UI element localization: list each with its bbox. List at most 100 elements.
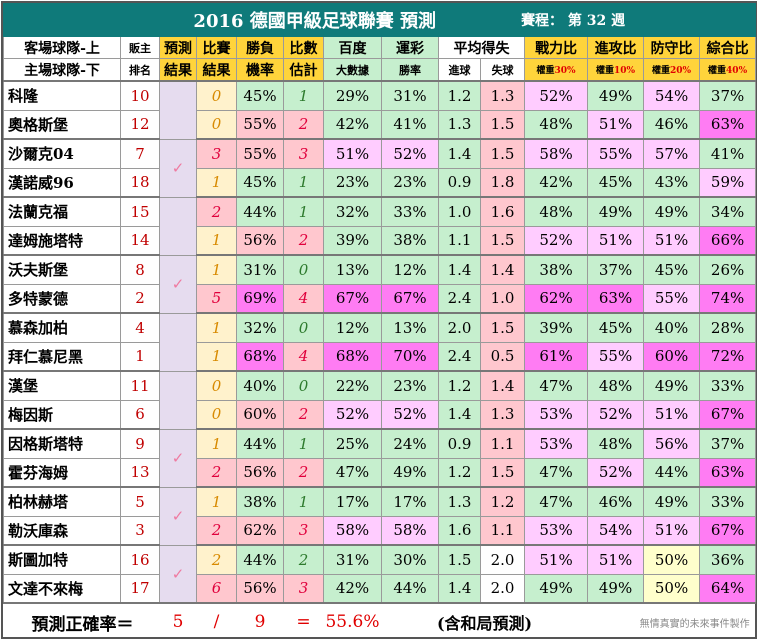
footer-row: 預測正確率＝ 5 / 9 = 55.6% (含和局預測) 無情真實的未來事件製作 (3, 602, 756, 640)
header-lottery-1: 運彩 (381, 36, 439, 59)
match-score: 1 (196, 486, 237, 517)
avg-goals-out: 2.0 (480, 573, 526, 604)
header-lottery-2: 勝率 (381, 58, 439, 82)
accuracy-label: 預測正確率＝ (3, 602, 160, 640)
avg-goals-out: 0.5 (480, 341, 526, 372)
team-rank: 8 (120, 254, 160, 285)
baidu-data: 32% (323, 196, 382, 227)
avg-goals-out: 2.0 (480, 544, 526, 575)
overall-ratio: 33% (699, 370, 757, 401)
combat-ratio: 52% (524, 225, 589, 256)
baidu-data: 42% (323, 109, 382, 140)
goals-estimate: 1 (283, 196, 324, 227)
attack-ratio: 49% (587, 80, 645, 111)
attack-ratio: 51% (587, 544, 645, 575)
header-pred-2: 結果 (159, 58, 197, 82)
team-name: 斯圖加特 (3, 544, 121, 575)
team-rank: 6 (120, 399, 160, 430)
table-row: 斯圖加特 16 ✓ 2 44% 2 31% 30% 1.5 2.0 51% 51% 50% 36% (3, 544, 757, 604)
goals-estimate: 0 (283, 312, 324, 343)
win-probability: 38% (236, 486, 284, 517)
team-name: 漢堡 (3, 370, 121, 401)
lottery-rate: 33% (381, 196, 439, 227)
avg-goals-in: 1.3 (437, 109, 482, 140)
defense-ratio: 46% (643, 109, 701, 140)
attack-ratio: 49% (587, 573, 645, 604)
baidu-data: 22% (323, 370, 382, 401)
table-row: 拜仁慕尼黑 1 1 68% 4 68% 70% 2.4 0.5 61% 55% 60% 72% (3, 341, 757, 372)
avg-goals-in: 1.5 (437, 544, 482, 575)
avg-goals-out: 1.2 (480, 486, 526, 517)
team-rank: 12 (120, 109, 160, 140)
baidu-data: 23% (323, 167, 382, 198)
table-row: 沙爾克04 7 ✓ 3 55% 3 51% 52% 1.4 1.5 58% 55% 57% 41% (3, 138, 757, 198)
check-icon: ✓ (171, 275, 185, 293)
attack-ratio: 52% (587, 399, 645, 430)
accuracy-note: (含和局預測) (381, 602, 588, 640)
team-rank: 1 (120, 341, 160, 372)
team-rank: 4 (120, 312, 160, 343)
baidu-data: 13% (323, 254, 382, 285)
schedule-label: 賽程： 第 32 週 (480, 3, 757, 37)
team-rank: 15 (120, 196, 160, 227)
match-score: 1 (196, 225, 237, 256)
avg-goals-out: 1.8 (480, 167, 526, 198)
combat-ratio: 39% (524, 312, 589, 343)
team-rank: 3 (120, 515, 160, 546)
baidu-data: 68% (323, 341, 382, 372)
team-name: 梅因斯 (3, 399, 121, 430)
attack-ratio: 48% (587, 428, 645, 459)
avg-goals-out: 1.5 (480, 109, 526, 140)
combat-ratio: 61% (524, 341, 589, 372)
match-score: 6 (196, 573, 237, 604)
header-score-2: 結果 (196, 58, 237, 82)
attack-ratio: 46% (587, 486, 645, 517)
team-name: 勒沃庫森 (3, 515, 121, 546)
goals-estimate: 3 (283, 573, 324, 604)
combat-ratio: 47% (524, 457, 589, 488)
header-rank-1: 販主 (120, 36, 160, 59)
overall-ratio: 36% (699, 544, 757, 575)
goals-estimate: 1 (283, 486, 324, 517)
lottery-rate: 52% (381, 138, 439, 169)
accuracy-slash: / (196, 602, 237, 640)
header-team-home: 主場球隊-下 (3, 58, 121, 82)
goals-estimate: 2 (283, 109, 324, 140)
team-name: 達姆施塔特 (3, 225, 121, 256)
overall-ratio: 63% (699, 457, 757, 488)
team-rank: 18 (120, 167, 160, 198)
baidu-data: 25% (323, 428, 382, 459)
defense-ratio: 57% (643, 138, 701, 169)
match-score: 1 (196, 167, 237, 198)
lottery-rate: 23% (381, 370, 439, 401)
table-row: 奧格斯堡 12 0 55% 2 42% 41% 1.3 1.5 48% 51% 46% 63% (3, 109, 757, 140)
goals-estimate: 3 (283, 138, 324, 169)
baidu-data: 52% (323, 399, 382, 430)
team-name: 多特蒙德 (3, 283, 121, 314)
check-icon: ✓ (171, 159, 185, 177)
goals-estimate: 0 (283, 370, 324, 401)
lottery-rate: 52% (381, 399, 439, 430)
header-win-2: 機率 (236, 58, 284, 82)
team-name: 慕森加柏 (3, 312, 121, 343)
prediction-result: ✓ (159, 544, 197, 604)
goals-estimate: 1 (283, 167, 324, 198)
lottery-rate: 67% (381, 283, 439, 314)
avg-goals-in: 2.4 (437, 341, 482, 372)
match-score: 5 (196, 283, 237, 314)
goals-estimate: 0 (283, 254, 324, 285)
header-overall-weight: 權重40% (699, 58, 757, 82)
attack-ratio: 51% (587, 109, 645, 140)
baidu-data: 47% (323, 457, 382, 488)
defense-ratio: 44% (643, 457, 701, 488)
header-est-2: 估計 (283, 58, 324, 82)
header-attack: 進攻比 (587, 36, 645, 59)
defense-ratio: 45% (643, 254, 701, 285)
combat-ratio: 47% (524, 486, 589, 517)
goals-estimate: 1 (283, 80, 324, 111)
attack-ratio: 55% (587, 341, 645, 372)
attack-ratio: 37% (587, 254, 645, 285)
attack-ratio: 51% (587, 225, 645, 256)
attack-ratio: 55% (587, 138, 645, 169)
